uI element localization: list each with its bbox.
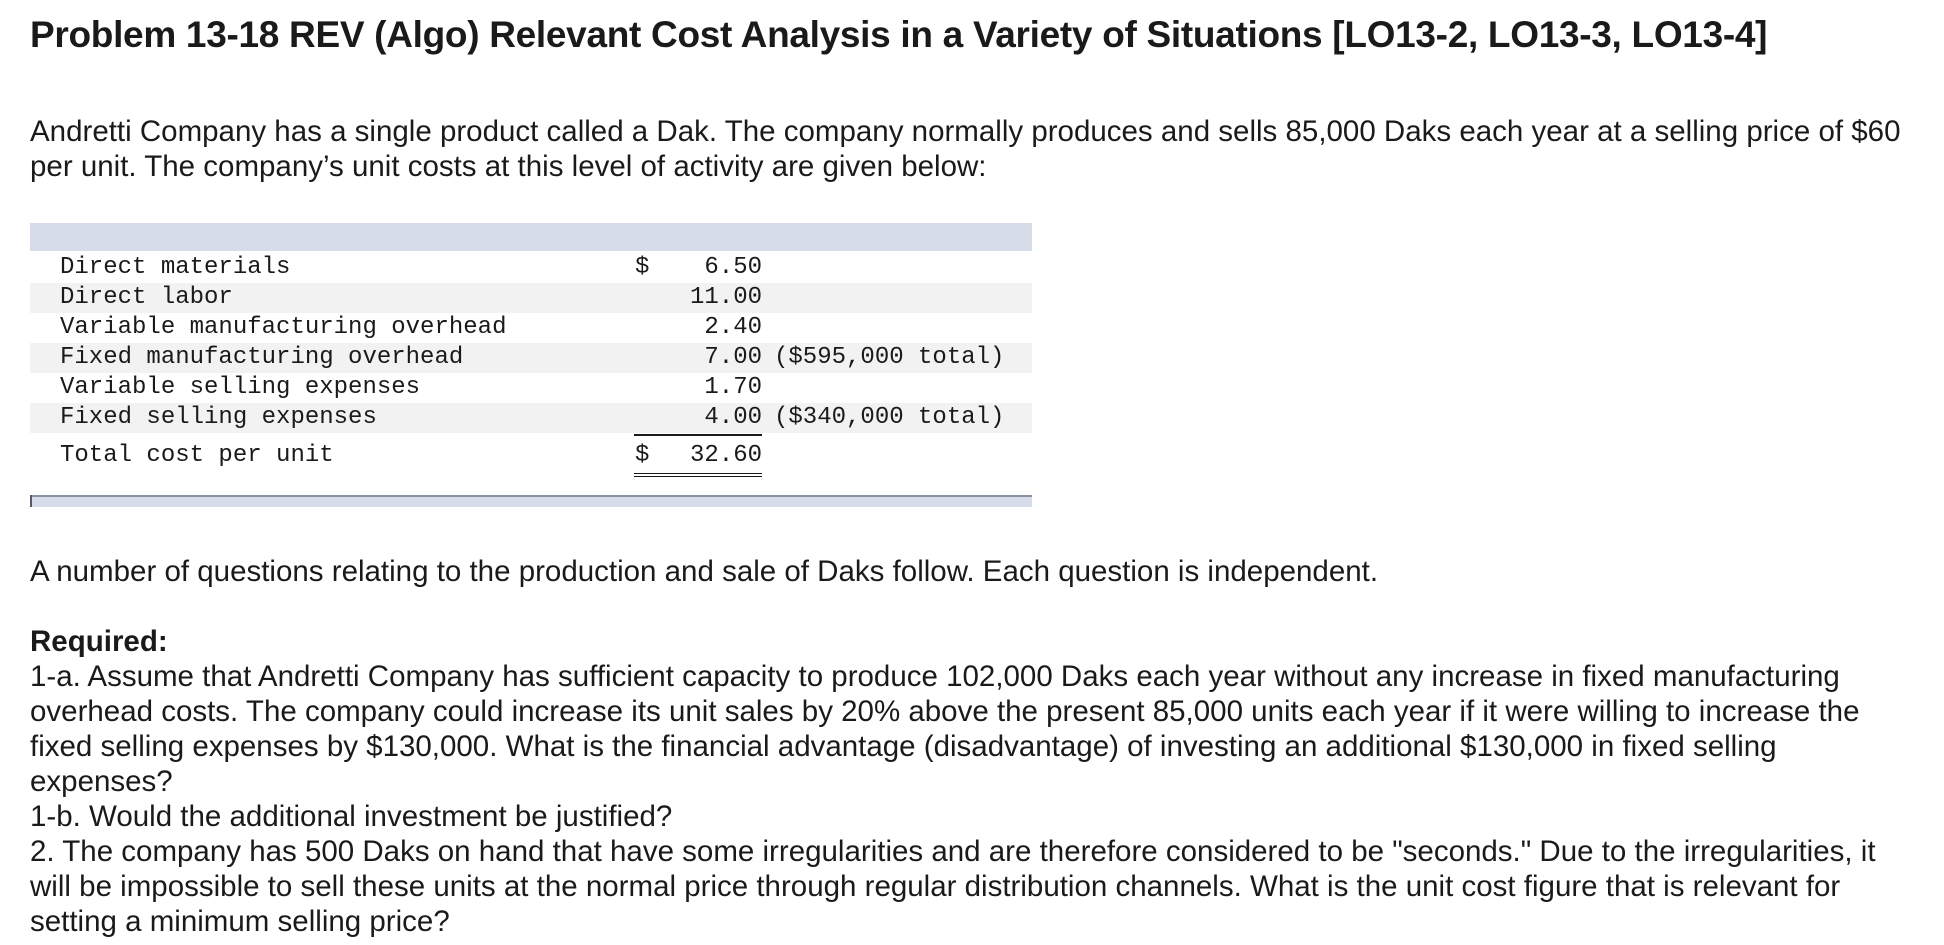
table-footer-tick xyxy=(30,495,32,507)
intro-paragraph: Andretti Company has a single product ca… xyxy=(30,115,1901,183)
required-item-1b: 1-b. Would the additional investment be … xyxy=(30,800,673,833)
cost-row-fixed-selling: Fixed selling expenses 4.00 ($340,000 to… xyxy=(30,403,1032,433)
required-heading: Required: xyxy=(30,625,168,658)
cost-label: Variable selling expenses xyxy=(60,374,421,401)
required-section: Required: 1-a. Assume that Andretti Comp… xyxy=(30,624,1920,939)
table-header-bar xyxy=(30,223,1032,251)
cost-amount: 2.40 xyxy=(704,314,762,341)
cost-label: Direct materials xyxy=(60,254,291,281)
cost-label: Direct labor xyxy=(60,284,233,311)
table-footer-bar xyxy=(30,495,1032,507)
cost-row-direct-labor: Direct labor 11.00 xyxy=(30,283,1032,313)
cost-label: Variable manufacturing overhead xyxy=(60,314,507,341)
required-item-1a: 1-a. Assume that Andretti Company has su… xyxy=(30,660,1860,798)
cost-amount: 6.50 xyxy=(704,254,762,281)
cost-amount: 4.00 xyxy=(704,404,762,431)
cost-amount: 11.00 xyxy=(689,284,762,311)
subtotal-rule xyxy=(634,434,762,436)
currency-symbol: $ xyxy=(635,254,650,281)
cost-amount: 7.00 xyxy=(704,344,762,371)
cost-label: Fixed manufacturing overhead xyxy=(60,344,464,371)
cost-amount: 1.70 xyxy=(704,374,762,401)
total-double-rule xyxy=(634,473,762,477)
total-label: Total cost per unit xyxy=(60,442,334,469)
cost-row-variable-selling: Variable selling expenses 1.70 xyxy=(30,373,1032,403)
cost-note: ($340,000 total) xyxy=(774,404,1005,431)
followup-paragraph: A number of questions relating to the pr… xyxy=(30,555,1379,588)
unit-cost-table: Direct materials $ 6.50 Direct labor 11.… xyxy=(30,223,1032,507)
cost-row-direct-materials: Direct materials $ 6.50 xyxy=(30,253,1032,283)
cost-row-fixed-mfg-overhead: Fixed manufacturing overhead 7.00 ($595,… xyxy=(30,343,1032,373)
problem-title: Problem 13-18 REV (Algo) Relevant Cost A… xyxy=(30,14,1768,55)
total-amount: 32.60 xyxy=(689,442,762,469)
currency-symbol: $ xyxy=(635,442,650,469)
cost-row-total: Total cost per unit $ 32.60 xyxy=(30,441,1032,471)
cost-row-variable-mfg-overhead: Variable manufacturing overhead 2.40 xyxy=(30,313,1032,343)
cost-label: Fixed selling expenses xyxy=(60,404,377,431)
required-item-2: 2. The company has 500 Daks on hand that… xyxy=(30,835,1876,938)
cost-note: ($595,000 total) xyxy=(774,344,1005,371)
